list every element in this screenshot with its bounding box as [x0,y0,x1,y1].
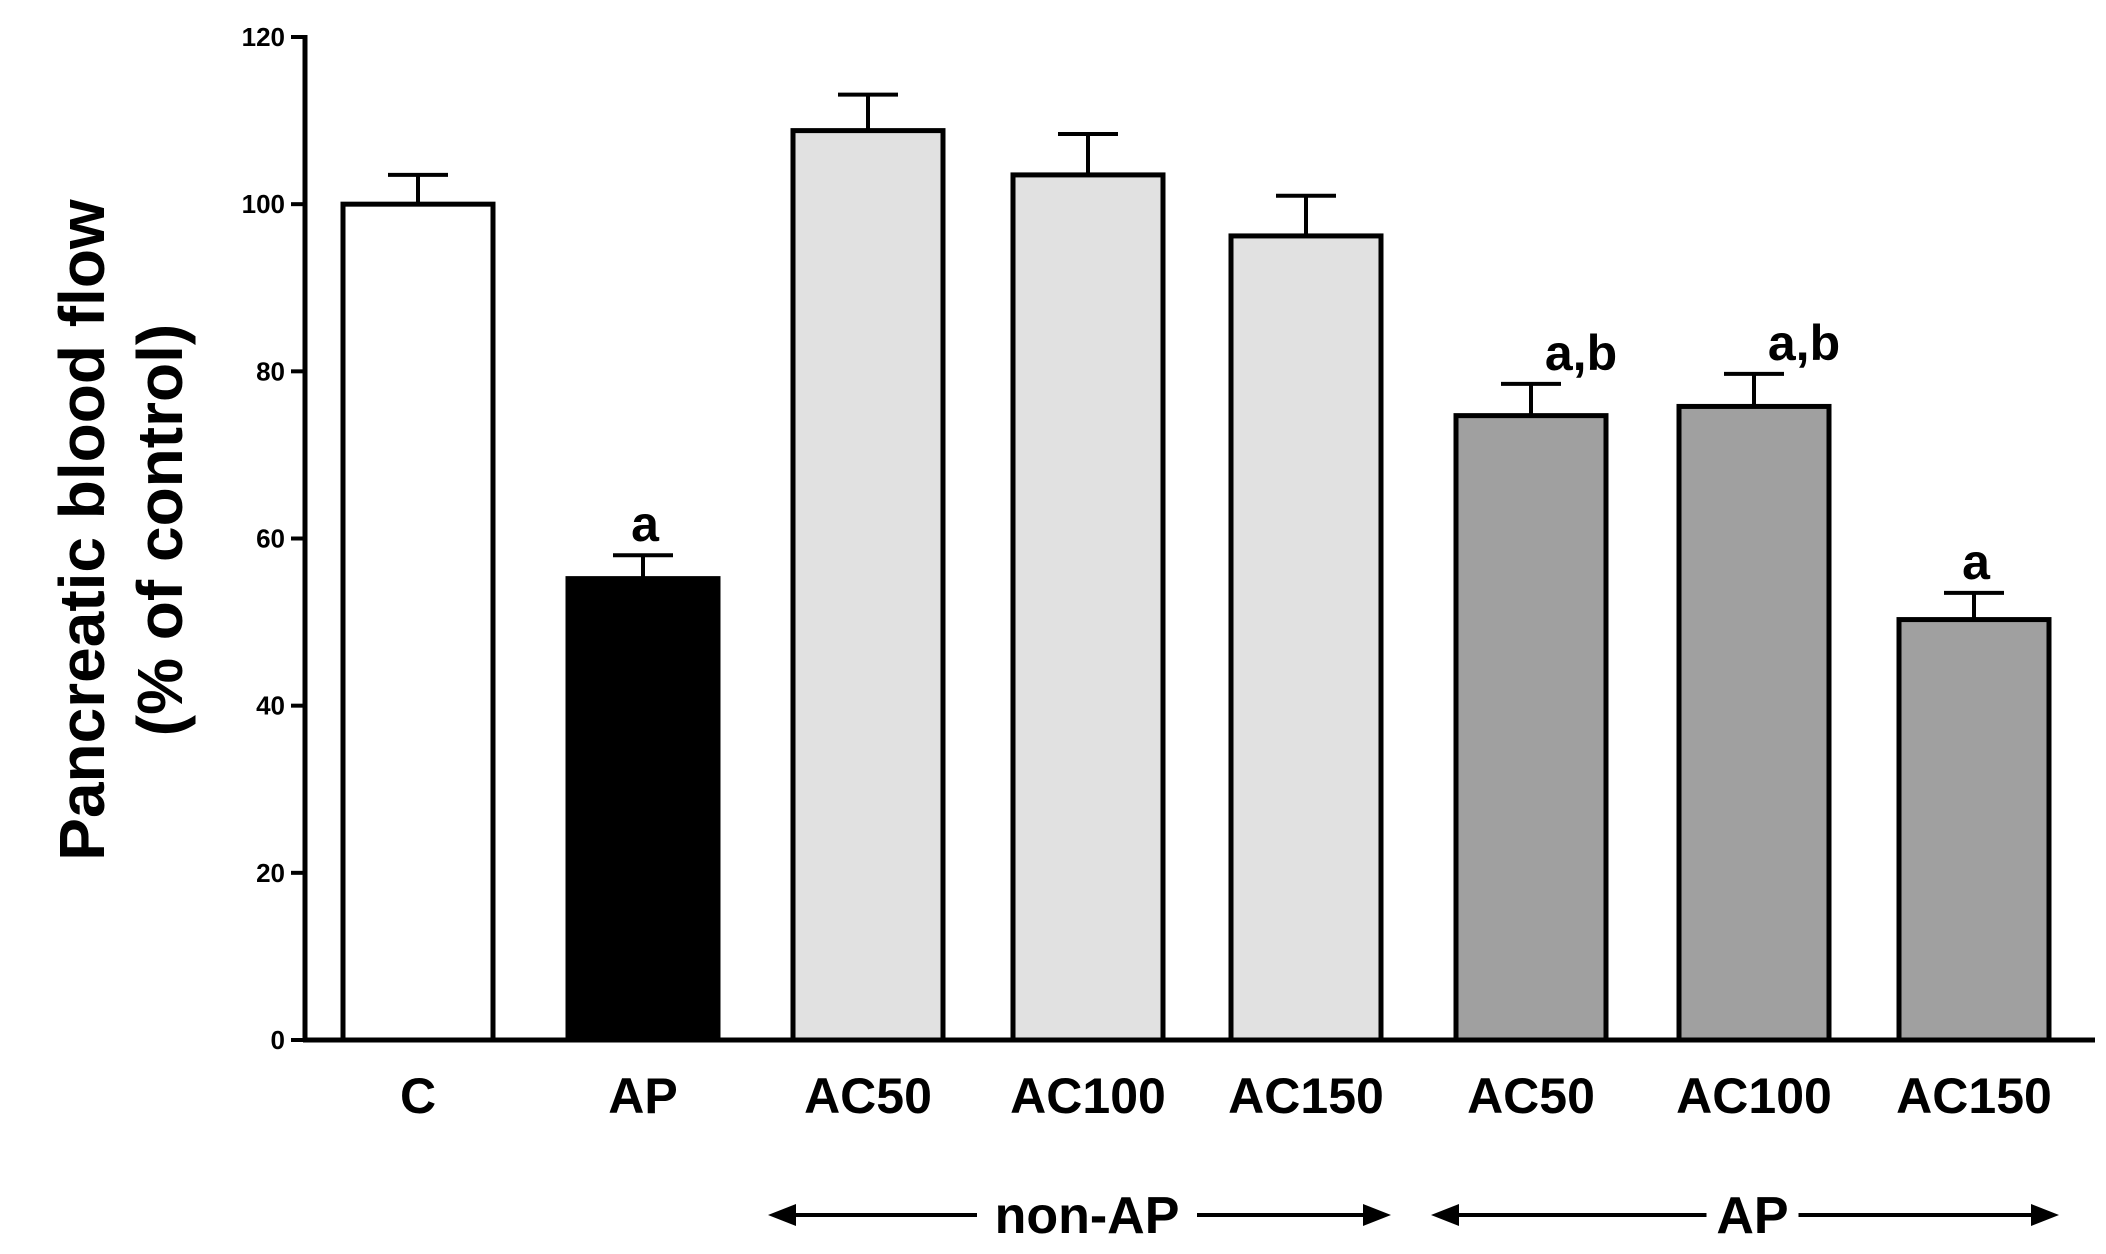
x-category-label: AC50 [1467,1068,1595,1124]
bar [790,128,946,1043]
x-category-label: AC100 [1676,1068,1832,1124]
bar [1676,403,1832,1043]
labels: C AP a AC50 AC100 AC150 AC50 a,b AC100 a,b AC150 a [400,315,2052,1124]
arrow-right-head [1363,1204,1391,1226]
x-category-label: AC50 [804,1068,932,1124]
bar [1228,233,1384,1043]
group-label: non-AP [995,1187,1180,1245]
y-axis-label-line: Pancreatic blood flow [46,199,118,861]
significance-annotation: a,b [1545,325,1617,381]
group-label: AP [1716,1187,1788,1245]
x-category-label: AP [608,1068,677,1124]
y-tick-label: 60 [256,524,285,554]
x-category-label: AC100 [1010,1068,1166,1124]
y-axis-label-line: (% of control) [124,324,196,736]
bar [1010,172,1166,1043]
bar [565,576,721,1043]
y-tick-label: 120 [242,22,285,52]
y-tick-label: 40 [256,691,285,721]
arrow-right-head [2031,1204,2059,1226]
x-category-label: AC150 [1896,1068,2052,1124]
x-category-label: AC150 [1228,1068,1384,1124]
arrow-left-head [1431,1204,1459,1226]
x-category-label: C [400,1068,436,1124]
bars [340,92,2052,1043]
arrow-left-head [768,1204,796,1226]
group-brackets: non-AP AP [768,1187,2059,1245]
y-tick-label: 20 [256,858,285,888]
bar [340,201,496,1043]
y-tick-label: 0 [271,1025,285,1055]
significance-annotation: a [631,496,660,552]
y-tick-label: 80 [256,356,285,386]
bar [1896,617,2052,1043]
significance-annotation: a,b [1768,315,1840,371]
significance-annotation: a [1962,534,1991,590]
bar [1453,413,1609,1043]
y-tick-label: 100 [242,189,285,219]
y-axis-title: Pancreatic blood flow (% of control) [46,199,196,861]
